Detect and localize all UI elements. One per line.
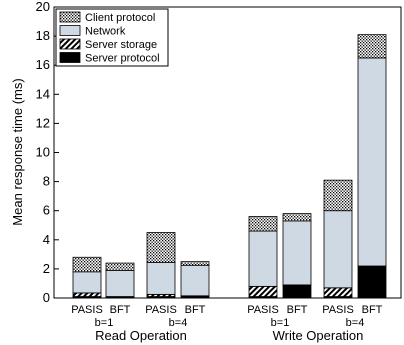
legend-swatch <box>59 52 81 63</box>
category-label: PASIS <box>71 304 103 316</box>
legend-label: Server protocol <box>85 53 160 65</box>
plot-frame <box>53 6 402 299</box>
bar-stack <box>282 213 312 299</box>
bar-stack <box>357 34 387 299</box>
legend-swatch <box>59 38 81 50</box>
bar-segment-network <box>248 230 278 287</box>
bar-segment-server-storage <box>248 285 278 297</box>
operation-group-label: Write Operation <box>273 328 364 343</box>
category-label: BFT <box>110 304 131 316</box>
y-axis-label: Mean response time (ms) <box>10 78 25 225</box>
bar-segment-network <box>146 261 176 295</box>
y-tick-label: 18 <box>36 28 50 43</box>
y-tick-label: 4 <box>43 232 50 247</box>
bar-segment-network <box>72 271 102 294</box>
y-tick-label: 10 <box>36 145 50 160</box>
bar-stack <box>72 256 102 299</box>
bar-segment-server-storage <box>323 287 353 297</box>
b-value-label: b=4 <box>346 317 365 329</box>
legend-label: Client protocol <box>85 12 155 24</box>
b-value-label: b=4 <box>169 317 188 329</box>
y-axis-ticks: 0 2 4 6 8 10 12 14 16 18 20 <box>36 0 59 305</box>
b-value-label: b=1 <box>271 317 290 329</box>
bar-segment-client-protocol <box>146 232 176 263</box>
legend-label: Server storage <box>85 39 157 51</box>
bar-stack <box>180 261 210 299</box>
bars-layer <box>72 34 387 299</box>
operation-group-label: Read Operation <box>95 328 187 343</box>
bar-segment-server-protocol <box>357 265 387 299</box>
category-label: PASIS <box>322 304 354 316</box>
bar-segment-client-protocol <box>357 34 387 59</box>
bar-segment-network <box>357 57 387 267</box>
bar-segment-network <box>105 269 135 297</box>
legend-label: Network <box>85 26 126 38</box>
bar-segment-client-protocol <box>323 179 353 212</box>
category-label: PASIS <box>145 304 177 316</box>
bar-segment-server-storage <box>72 292 102 297</box>
bar-segment-network <box>323 210 353 289</box>
y-tick-label: 14 <box>36 86 50 101</box>
category-label: BFT <box>362 304 383 316</box>
bar-segment-client-protocol <box>105 262 135 271</box>
category-label: PASIS <box>247 304 279 316</box>
y-tick-label: 8 <box>43 174 50 189</box>
category-label: BFT <box>287 304 308 316</box>
bar-segment-network <box>180 264 210 297</box>
category-label: BFT <box>185 304 206 316</box>
y-tick-label: 20 <box>36 0 50 14</box>
bar-segment-client-protocol <box>180 261 210 266</box>
y-tick-label: 16 <box>36 57 50 72</box>
legend-swatch <box>59 25 81 36</box>
bar-segment-server-protocol <box>282 284 312 299</box>
bar-stack <box>323 179 353 299</box>
bar-segment-network <box>282 220 312 286</box>
bar-segment-client-protocol <box>72 256 102 273</box>
bar-segment-client-protocol <box>282 213 312 222</box>
y-tick-label: 2 <box>43 261 50 276</box>
bar-stack <box>146 232 176 299</box>
bar-stack <box>105 262 135 299</box>
y-tick-label: 0 <box>43 290 50 305</box>
y-tick-label: 12 <box>36 115 50 130</box>
bar-segment-client-protocol <box>248 216 278 232</box>
b-value-label: b=1 <box>95 317 114 329</box>
legend-swatch <box>59 11 81 23</box>
y-tick-label: 6 <box>43 203 50 218</box>
bar-stack <box>248 216 278 299</box>
